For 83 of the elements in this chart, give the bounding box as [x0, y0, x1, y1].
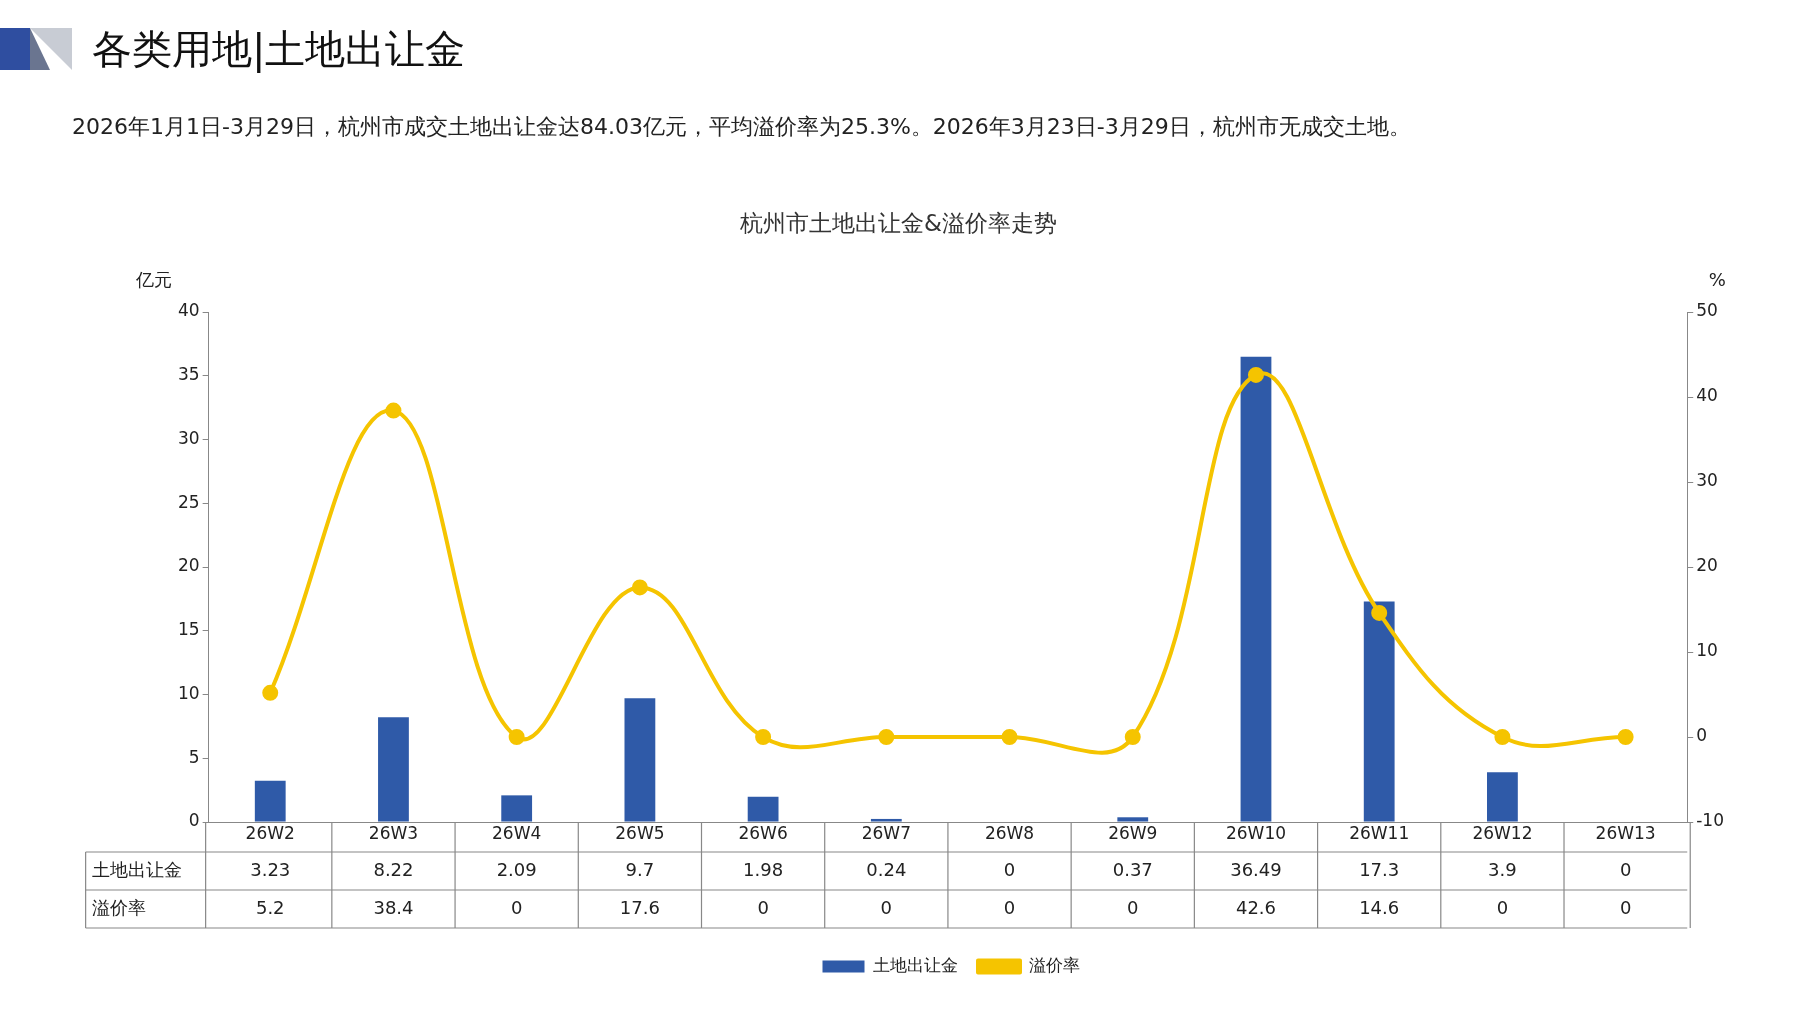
bar [1363, 601, 1395, 822]
text: 溢价率 [91, 896, 146, 918]
y2-tick-label: 40 [1696, 385, 1718, 406]
data-label: 0 [1003, 896, 1016, 918]
point [508, 729, 525, 745]
point [1617, 729, 1634, 745]
point [755, 729, 772, 745]
y-tick-label: 35 [177, 364, 200, 385]
point [1001, 729, 1018, 745]
data-label: 0 [510, 896, 523, 918]
data-label: 0 [1619, 858, 1632, 880]
data-label: 3.23 [250, 858, 291, 880]
data-label: 0 [1496, 896, 1509, 918]
x-tick-label: 26W8 [984, 822, 1035, 843]
y2-tick-label: 10 [1696, 640, 1718, 661]
x-tick-label: 26W9 [1108, 822, 1158, 843]
data-label: 0 [880, 896, 893, 918]
point [385, 402, 402, 419]
y-axis-title: 亿元 [134, 268, 172, 290]
x-tick-label: 26W13 [1595, 822, 1656, 843]
text: 2026年1月1日-3月29日，杭州市成交土地出让金达84.03亿元，平均溢价率为25.3%。2026年3月23日-3月29日，杭州市无成交土地。 [72, 113, 1411, 141]
text: 土地出让金 [91, 858, 182, 880]
data-label: 1.98 [743, 858, 784, 880]
point [878, 729, 895, 745]
data-label: 36.49 [1230, 858, 1282, 880]
data-label: 3.9 [1488, 858, 1517, 880]
data-label: 9.7 [625, 858, 655, 880]
x-tick-label: 26W6 [738, 822, 788, 843]
y-tick-label: 25 [177, 491, 200, 512]
data-label: 0.24 [866, 858, 907, 880]
x-tick-label: 26W5 [615, 822, 665, 843]
data-label: 0 [1003, 858, 1016, 880]
x-tick-label: 26W10 [1225, 822, 1287, 843]
data-label: 17.3 [1359, 858, 1400, 880]
y-tick-label: 15 [177, 619, 200, 640]
bar [870, 818, 902, 822]
data-label: 0 [1127, 896, 1139, 918]
y2-tick-label: 20 [1696, 555, 1718, 576]
bar [747, 796, 779, 822]
bar [1117, 817, 1149, 822]
point [631, 579, 648, 596]
point [1494, 729, 1511, 745]
y-tick-label: 40 [177, 300, 200, 321]
data-label: 14.6 [1359, 896, 1400, 918]
bar [501, 795, 533, 822]
y-tick-label: 30 [177, 427, 200, 448]
data-label: 42.6 [1235, 896, 1277, 918]
x-tick-label: 26W2 [245, 822, 295, 843]
data-label: 38.4 [373, 896, 414, 918]
chart-title: 杭州市土地出让金&溢价率走势 [739, 209, 1058, 238]
bar [254, 780, 286, 822]
y-tick-label: 0 [188, 810, 200, 831]
legend-label: 溢价率 [1028, 954, 1080, 975]
y2-axis-title: % [1708, 268, 1726, 290]
bar [378, 717, 409, 822]
y2-tick-label: 0 [1696, 725, 1708, 746]
bar [1240, 356, 1272, 822]
point [262, 684, 279, 701]
data-label: 2.09 [496, 858, 537, 880]
bar [1487, 772, 1518, 822]
x-tick-label: 26W7 [861, 822, 911, 843]
point [1247, 366, 1264, 383]
data-label: 0 [757, 896, 769, 918]
y2-tick-label: -10 [1696, 810, 1725, 831]
text: 各类用地|土地出让金 [92, 25, 466, 75]
y-tick-label: 20 [177, 555, 200, 576]
point [1371, 604, 1388, 621]
x-tick-label: 26W12 [1472, 822, 1533, 843]
y-tick-label: 10 [177, 682, 200, 703]
x-tick-label: 26W4 [492, 822, 542, 843]
y2-tick-label: 30 [1696, 470, 1718, 491]
data-label: 17.6 [619, 896, 660, 918]
point [1124, 729, 1141, 745]
y2-tick-label: 50 [1696, 300, 1718, 321]
x-tick-label: 26W11 [1349, 822, 1410, 843]
y-tick-label: 5 [188, 746, 200, 767]
x-tick-label: 26W3 [368, 822, 419, 843]
data-label: 0 [1619, 896, 1632, 918]
data-label: 8.22 [373, 858, 414, 880]
data-label: 0.37 [1112, 858, 1153, 880]
legend-label: 土地出让金 [873, 954, 958, 975]
data-label: 5.2 [255, 896, 285, 918]
bar [624, 698, 656, 822]
